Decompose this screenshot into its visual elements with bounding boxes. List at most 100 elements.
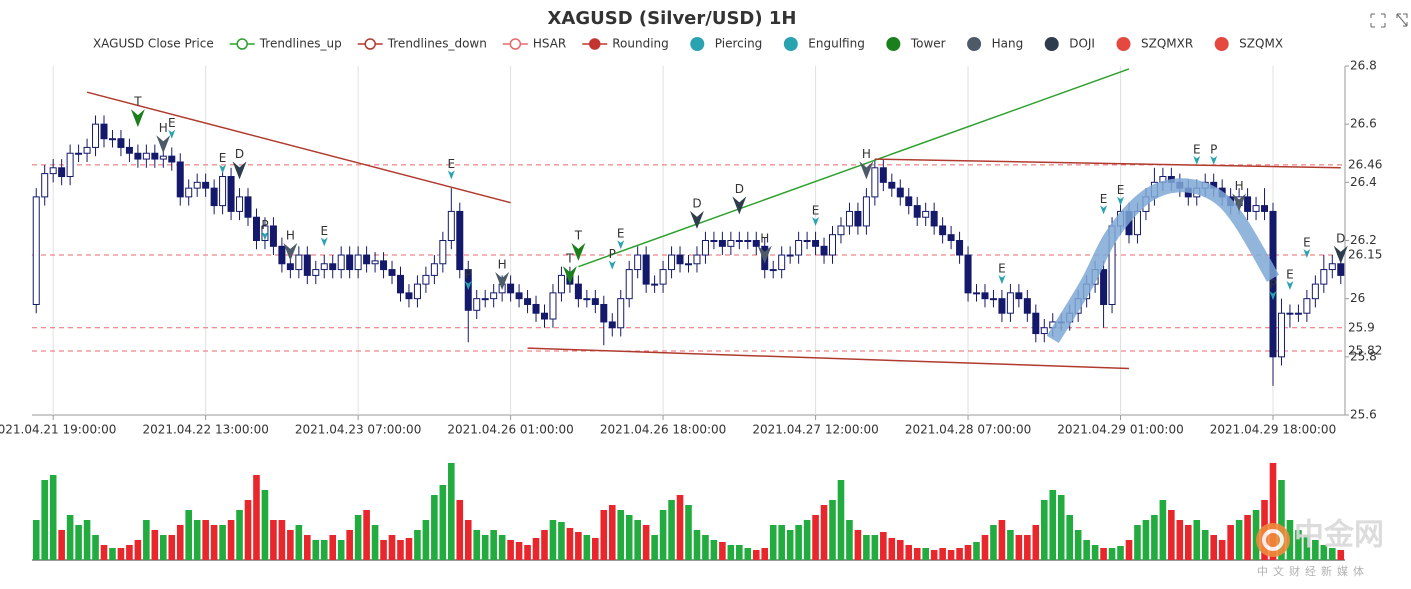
volume-bar	[1184, 525, 1192, 560]
pattern-marker	[1193, 155, 1201, 165]
legend-item[interactable]: Engulfing	[783, 37, 865, 52]
candle-body	[92, 123, 100, 148]
legend-item[interactable]: SZQMX	[1214, 37, 1283, 52]
candle-body	[1277, 312, 1285, 358]
x-tick-label: 2021.04.22 13:00:00	[142, 423, 268, 437]
pattern-label: E	[168, 116, 176, 130]
candle-body	[125, 146, 133, 154]
volume-bar	[117, 548, 125, 560]
candle-body	[820, 245, 828, 256]
pattern-marker	[1232, 193, 1247, 212]
volume-bar	[431, 495, 438, 560]
volume-bar	[58, 530, 65, 560]
candle-body	[693, 254, 701, 265]
volume-bar	[566, 528, 574, 560]
pattern-marker	[1303, 248, 1311, 258]
x-tick-label: 2021.04.26 18:00:00	[600, 423, 726, 437]
pattern-marker	[617, 240, 625, 250]
candle-body	[75, 152, 83, 155]
legend-item[interactable]: Hang	[967, 37, 1023, 52]
volume-bar	[668, 500, 675, 560]
legend-item[interactable]: XAGUSD Close Price	[93, 37, 214, 51]
candle-body	[608, 321, 616, 329]
volume-bar	[1295, 530, 1302, 560]
volume-bar	[820, 505, 828, 560]
candle-body	[134, 152, 142, 160]
legend-item[interactable]: Trendlines_up	[229, 37, 342, 51]
candle-body	[1337, 263, 1345, 276]
pattern-marker	[261, 231, 269, 241]
candle-body	[83, 146, 91, 154]
watermark-title: 中金网	[1294, 518, 1384, 553]
candle-body	[812, 240, 820, 247]
candle-body	[913, 205, 921, 218]
volume-bar	[507, 540, 514, 560]
candle-body	[786, 254, 794, 257]
candle-body	[363, 254, 371, 265]
volume-bar	[1007, 530, 1014, 560]
volume-bar	[1235, 520, 1243, 560]
legend-item[interactable]: HSAR	[502, 37, 566, 51]
pattern-label: E	[1303, 235, 1311, 249]
volume-bar	[1312, 540, 1319, 560]
volume-bar	[888, 538, 896, 560]
candle-body	[371, 260, 379, 265]
volume-bar	[75, 525, 82, 560]
volume-bar	[600, 510, 608, 560]
volume-bar	[930, 550, 938, 560]
candle-body	[549, 292, 557, 320]
volume-bar	[1040, 500, 1048, 560]
volume-bar	[83, 520, 91, 560]
pattern-label: E	[812, 203, 820, 217]
legend-item[interactable]: Piercing	[690, 37, 762, 52]
pattern-marker	[1286, 280, 1294, 290]
hsar-label: 25.9	[1348, 320, 1375, 334]
candle-body	[490, 292, 498, 300]
trendline	[527, 347, 1130, 370]
candle-body	[659, 269, 667, 285]
candle-body	[168, 155, 176, 163]
pattern-marker	[1117, 196, 1125, 206]
legend-item[interactable]: DOJI	[1044, 37, 1095, 52]
pattern-label: P	[261, 218, 268, 232]
toolbox-restore[interactable]	[1396, 13, 1408, 27]
legend-item[interactable]: Tower	[886, 37, 946, 52]
pattern-marker	[1100, 205, 1108, 215]
candle-body	[905, 196, 913, 207]
legend-item[interactable]: SZQMXR	[1116, 37, 1193, 52]
volume-bar	[1125, 540, 1133, 560]
pattern-label: E	[1117, 183, 1125, 197]
volume-bar	[126, 545, 133, 560]
volume-bar	[896, 540, 904, 560]
volume-bar	[736, 545, 743, 560]
candle-body	[1311, 283, 1319, 300]
volume-bar	[32, 520, 40, 560]
pattern-marker	[562, 266, 577, 285]
volume-bar	[236, 510, 243, 560]
pattern-marker	[1269, 291, 1277, 301]
pattern-label: E	[219, 151, 227, 165]
pattern-marker	[1333, 245, 1348, 264]
volume-bar	[160, 535, 167, 560]
legend-label: Tower	[910, 37, 946, 51]
y-tick-label: 26.6	[1350, 117, 1377, 131]
legend-icon	[783, 37, 798, 51]
x-tick-label: 2021.04.29 18:00:00	[1210, 423, 1336, 437]
volume-bar	[202, 520, 209, 560]
volume-bar	[414, 530, 421, 560]
candle-body	[735, 240, 743, 242]
x-tick-label: 2021.04.26 01:00:00	[447, 423, 573, 437]
candle-body	[685, 263, 692, 266]
legend-item[interactable]: Rounding	[582, 37, 669, 51]
legend-label: Engulfing	[808, 37, 865, 51]
legend-icon	[364, 38, 376, 50]
volume-bar	[769, 525, 777, 560]
pattern-label: E	[320, 224, 328, 238]
y-tick-label: 26.2	[1350, 233, 1377, 247]
x-tick-label: 2021.04.29 01:00:00	[1057, 423, 1183, 437]
y-tick-label: 25.6	[1350, 408, 1377, 422]
candle-body	[795, 240, 803, 256]
toolbox-zoom[interactable]	[1370, 13, 1386, 28]
legend-item[interactable]: Trendlines_down	[357, 37, 487, 51]
pattern-marker	[998, 275, 1006, 285]
